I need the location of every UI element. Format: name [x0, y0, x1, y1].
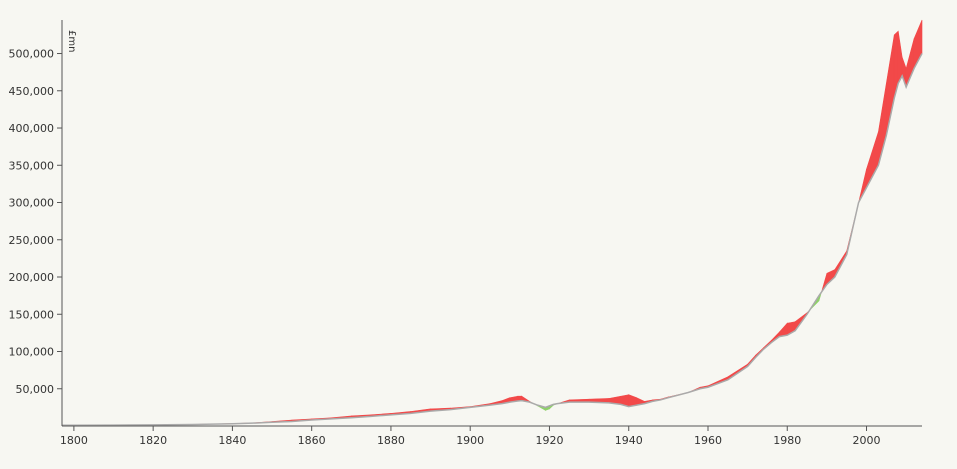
y-tick-label: 400,000 — [9, 122, 55, 135]
difference-area-segment — [866, 131, 879, 188]
x-tick-label: 1920 — [535, 434, 563, 447]
difference-area-segment — [826, 269, 836, 286]
y-tick-label: 150,000 — [9, 308, 55, 321]
y-tick-label: 100,000 — [9, 346, 55, 359]
x-tick-label: 1840 — [218, 434, 246, 447]
x-tick-label: 1880 — [377, 434, 405, 447]
y-tick-label: 250,000 — [9, 234, 55, 247]
x-tick-label: 1820 — [139, 434, 167, 447]
difference-area-segment — [905, 38, 915, 88]
chart-lines — [62, 53, 923, 427]
y-axis-unit-label: £mn — [66, 30, 77, 52]
x-tick-label: 1980 — [773, 434, 801, 447]
chart-areas — [153, 19, 923, 426]
x-tick-label: 1960 — [694, 434, 722, 447]
y-tick-label: 50,000 — [16, 383, 55, 396]
y-tick-label: 350,000 — [9, 159, 55, 172]
y-axis: 50,000 100,000 150,000 200,000 250,000 300,00… — [9, 20, 63, 426]
series-line — [62, 53, 923, 427]
y-tick-label: 500,000 — [9, 48, 55, 61]
x-tick-label: 2000 — [853, 434, 881, 447]
y-tick-label: 300,000 — [9, 197, 55, 210]
x-tick-label: 1940 — [615, 434, 643, 447]
difference-area-segment — [858, 168, 867, 203]
x-tick-label: 1800 — [60, 434, 88, 447]
y-tick-label: 200,000 — [9, 271, 55, 284]
y-tick-label: 450,000 — [9, 85, 55, 98]
x-axis: 1800 1820 1840 1860 1880 1900 1920 1940 1960 1980… — [60, 425, 922, 447]
x-tick-label: 1900 — [456, 434, 484, 447]
x-tick-label: 1860 — [298, 434, 326, 447]
